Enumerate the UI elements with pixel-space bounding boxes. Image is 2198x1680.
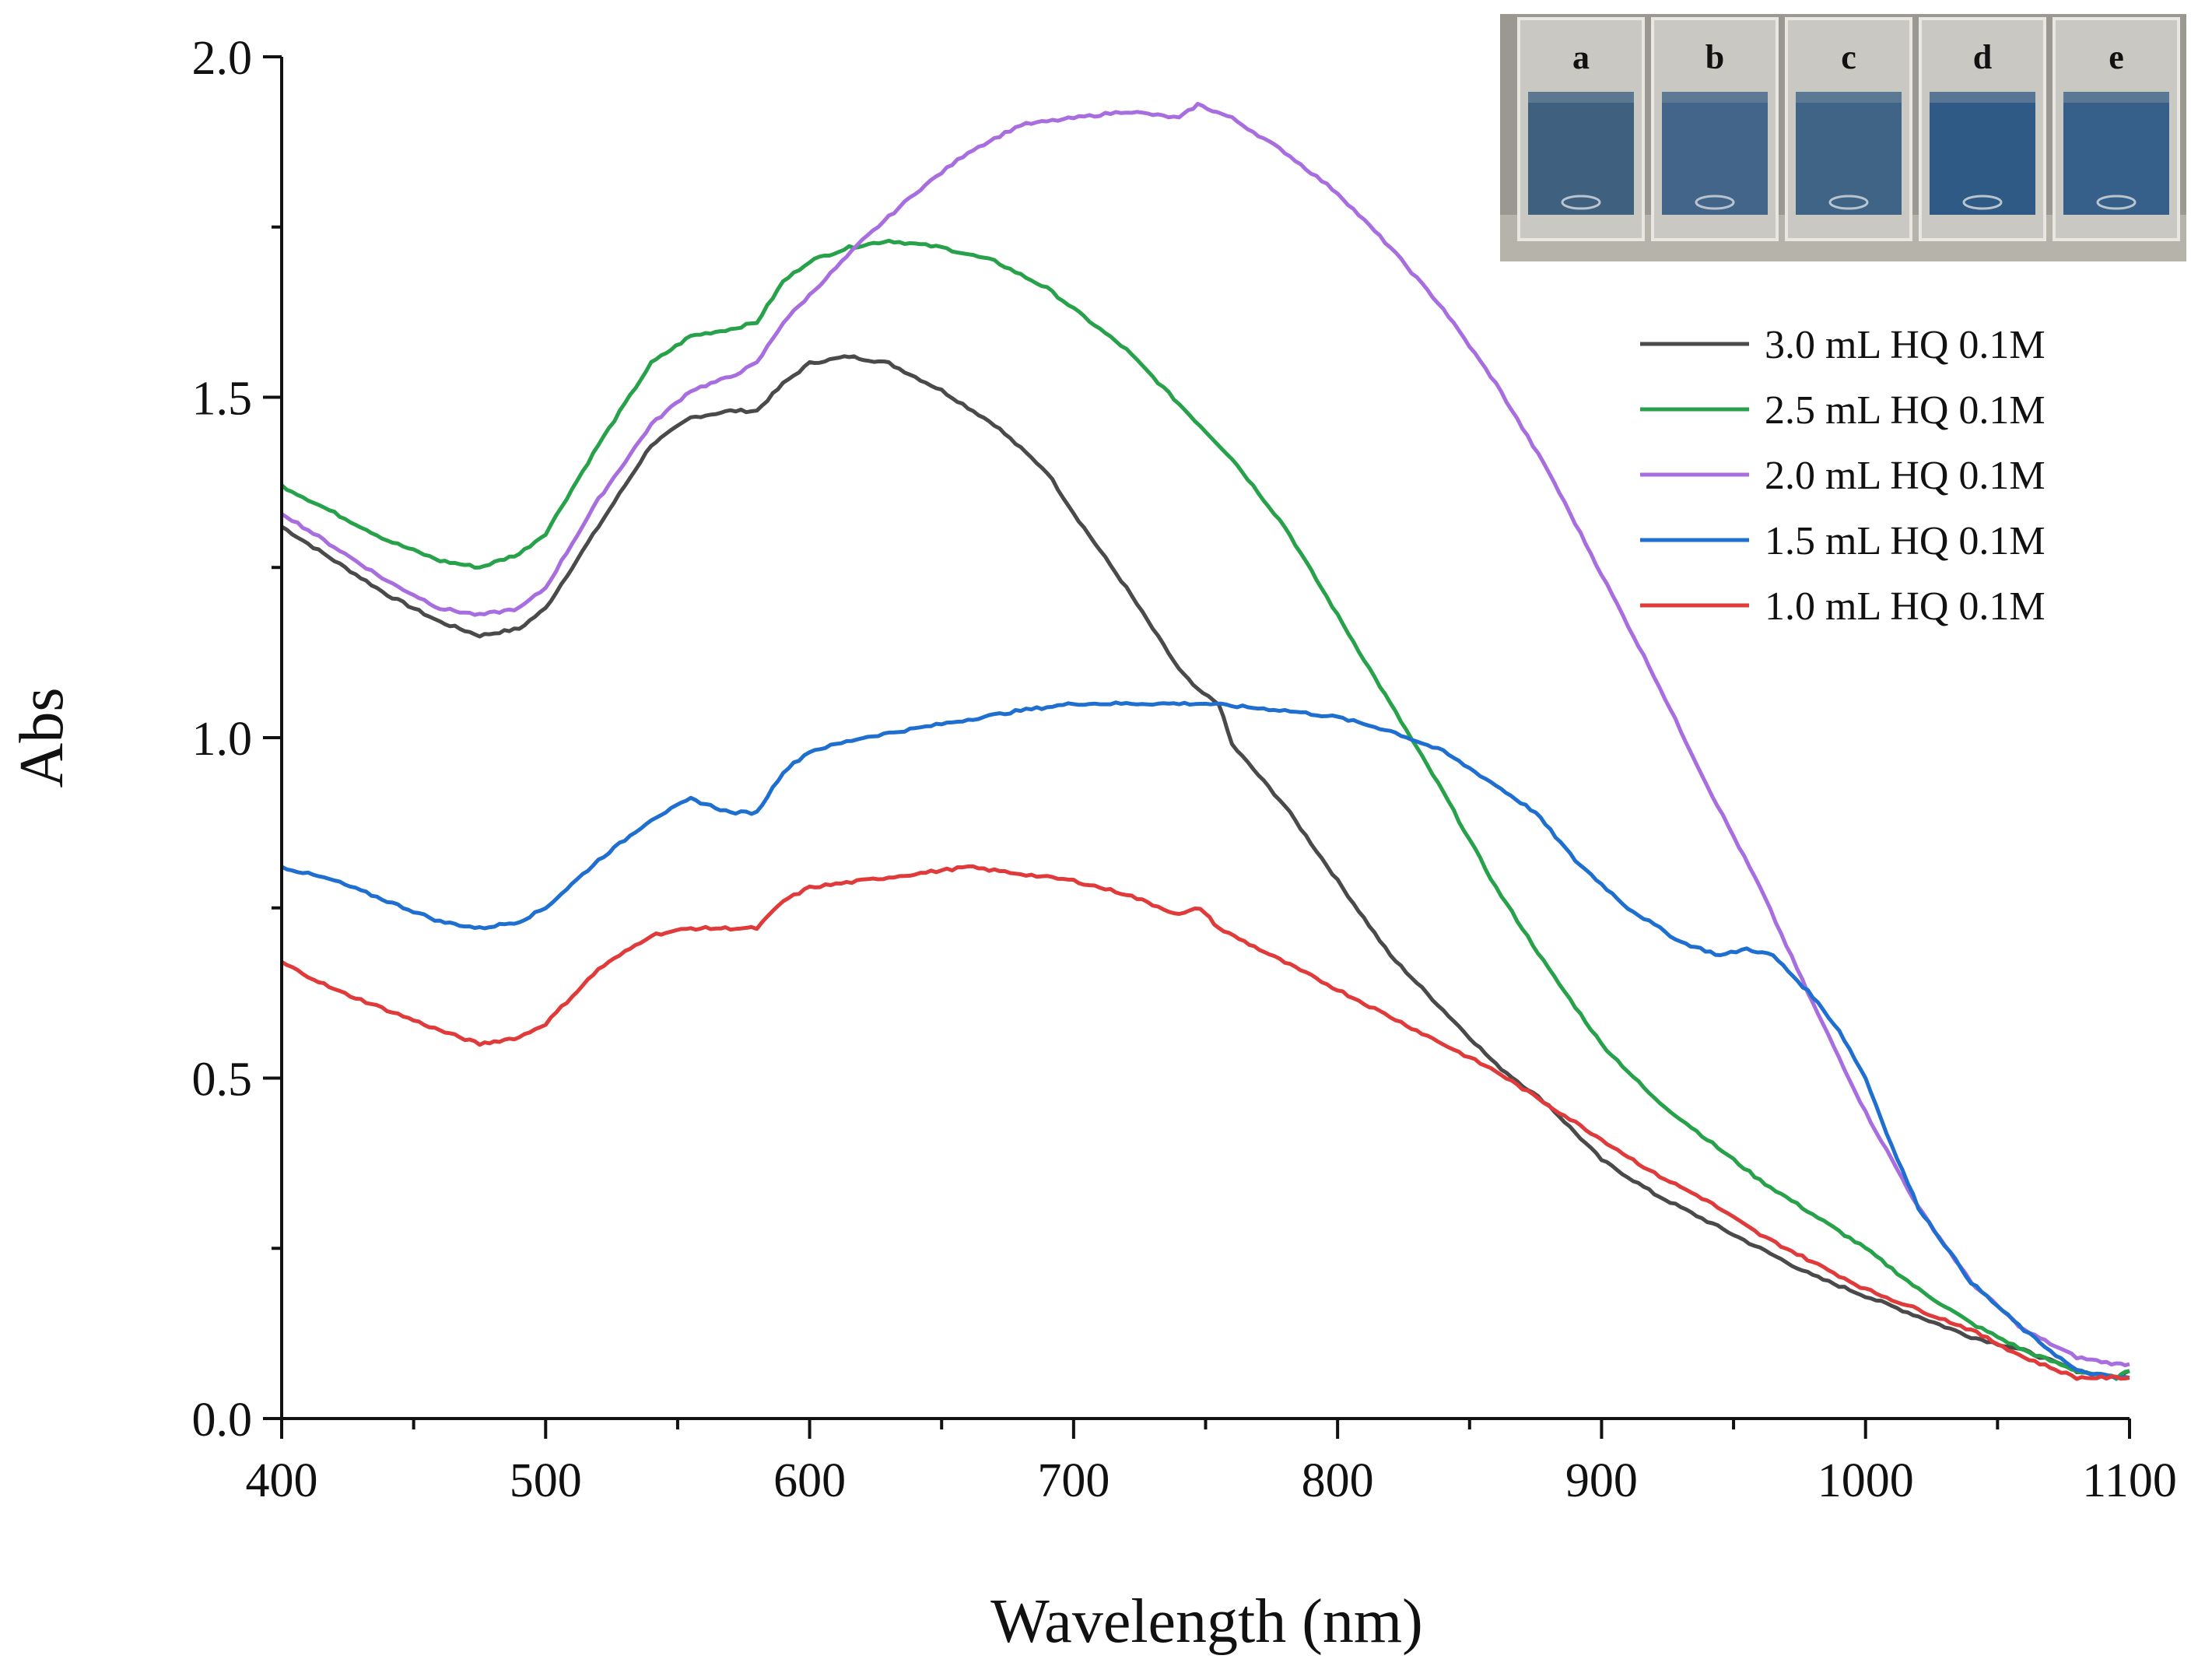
cuvette-solution [1930, 92, 2035, 215]
y-tick-label: 1.5 [192, 373, 253, 426]
y-tick-label: 0.0 [192, 1394, 253, 1447]
x-tick-label: 700 [1037, 1454, 1110, 1507]
cuvette-meniscus [1662, 92, 1768, 103]
y-ticks: 0.0 0.5 1.0 1.5 2.0 [192, 32, 282, 1447]
cuvette-bubble [1695, 195, 1735, 210]
cuvette-bubble [1561, 195, 1601, 210]
y-axis-title: Abs [8, 688, 76, 788]
x-tick-label: 1000 [1818, 1454, 1914, 1507]
series-layer [280, 101, 2130, 1381]
cuvette-meniscus [2063, 92, 2169, 103]
series-line [280, 101, 2130, 1368]
legend-label: 3.0 mL HQ 0.1M [1765, 323, 2046, 367]
series-line [280, 864, 2130, 1381]
series-line [280, 700, 2130, 1380]
cuvette-bubble [2096, 195, 2137, 210]
cuvette-solution [1796, 92, 1902, 215]
cuvette-label: b [1705, 38, 1724, 76]
cuvette-label: e [2109, 38, 2124, 76]
y-tick-label: 2.0 [192, 32, 253, 85]
legend: 3.0 mL HQ 0.1M 2.5 mL HQ 0.1M 2.0 mL HQ 0.… [1640, 323, 2046, 629]
y-tick-label: 1.0 [192, 713, 253, 766]
legend-label: 2.5 mL HQ 0.1M [1765, 388, 2046, 433]
cuvette-meniscus [1796, 92, 1902, 103]
legend-label: 1.0 mL HQ 0.1M [1765, 584, 2046, 629]
cuvette-meniscus [1528, 92, 1634, 103]
x-tick-label: 500 [510, 1454, 582, 1507]
cuvette-solution [2063, 92, 2169, 215]
cuvette-label: c [1841, 38, 1856, 76]
x-tick-label: 800 [1302, 1454, 1374, 1507]
x-tick-label: 600 [773, 1454, 846, 1507]
cuvette-label: d [1973, 38, 1992, 76]
cuvette-label: a [1572, 38, 1590, 76]
x-ticks: 400 500 600 700 800 900 1000 1100 [246, 1419, 2177, 1507]
x-tick-label: 900 [1565, 1454, 1638, 1507]
x-tick-label: 400 [246, 1454, 318, 1507]
cuvette-meniscus [1930, 92, 2035, 103]
series-line [280, 238, 2130, 1381]
legend-label: 1.5 mL HQ 0.1M [1765, 519, 2046, 563]
cuvette-photo-inset: a b c d e [1500, 14, 2186, 261]
cuvette-solution [1528, 92, 1634, 215]
y-tick-label: 0.5 [192, 1054, 253, 1107]
cuvette-bubble [1962, 195, 2003, 210]
legend-label: 2.0 mL HQ 0.1M [1765, 454, 2046, 498]
cuvette-solution [1662, 92, 1768, 215]
cuvette-bubble [1828, 195, 1869, 210]
series-line [280, 354, 2130, 1380]
x-tick-label: 1100 [2082, 1454, 2177, 1507]
x-axis-title: Wavelength (nm) [990, 1587, 1423, 1656]
